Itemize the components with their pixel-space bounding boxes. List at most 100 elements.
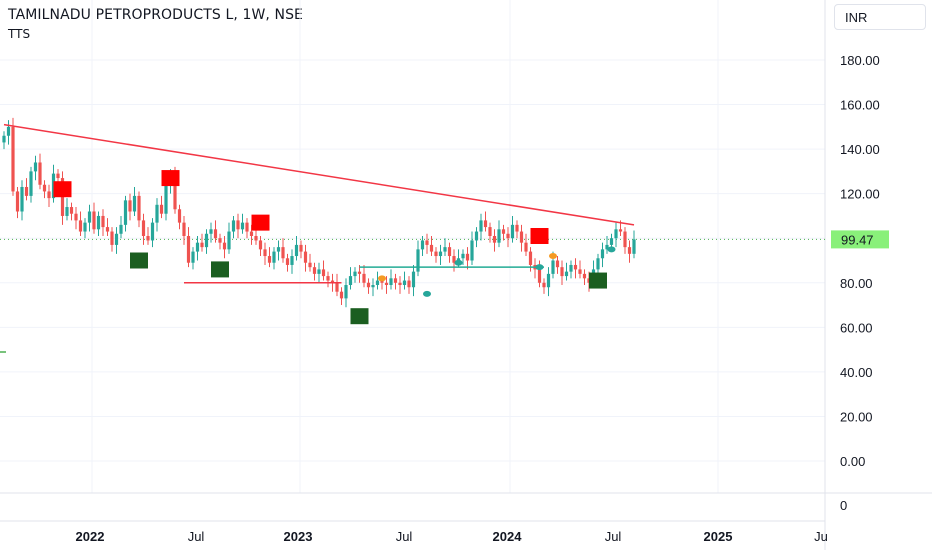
y-tick-label: 20.00: [840, 409, 873, 424]
x-tick-label: 2024: [493, 529, 523, 544]
candle-body: [596, 258, 600, 270]
candle-body: [2, 135, 6, 143]
pivot-dot-marker: [378, 275, 386, 282]
candle-body: [6, 126, 11, 136]
indicator-label[interactable]: TTS: [8, 27, 31, 41]
candle-body: [191, 251, 195, 263]
candle-body: [321, 269, 326, 277]
candle-body: [465, 253, 470, 261]
candle-body: [267, 256, 272, 263]
candle-body: [411, 271, 416, 288]
candle-body: [519, 231, 524, 243]
x-tick-label: Ju: [814, 529, 828, 544]
candle-body: [564, 271, 569, 277]
candle-body: [488, 227, 492, 236]
candle-body: [128, 200, 132, 212]
candle-body: [555, 260, 560, 268]
candle-body: [573, 264, 578, 270]
candle-body: [623, 231, 627, 248]
candle-body: [627, 247, 632, 254]
candle-body: [272, 251, 276, 263]
resistance-trendline[interactable]: [3, 123, 635, 226]
candle-body: [447, 247, 452, 257]
candle-body: [74, 213, 78, 221]
y-tick-label: 40.00: [840, 365, 873, 380]
currency-selector[interactable]: INR: [834, 4, 926, 30]
candle-body: [24, 186, 29, 196]
last-price-label: 99.47: [841, 232, 874, 247]
candle-body: [416, 249, 420, 272]
candle-body: [344, 285, 348, 299]
candle-body: [600, 249, 605, 259]
sell-signal-marker: [530, 227, 549, 244]
candle-body: [339, 291, 344, 299]
pivot-dot-marker: [607, 246, 616, 253]
candle-body: [483, 220, 488, 228]
candle-body: [348, 276, 353, 286]
candle-body: [249, 231, 254, 236]
x-tick-label: Jul: [605, 529, 622, 544]
pivot-dot-marker: [549, 253, 557, 260]
candle-body: [474, 231, 479, 241]
candle-body: [470, 240, 474, 261]
candle-body: [258, 240, 263, 250]
candle-body: [501, 229, 506, 234]
candle-body: [362, 273, 366, 283]
candle-body: [15, 191, 20, 212]
candle-body: [524, 242, 528, 252]
candle-body: [528, 251, 533, 265]
candle-body: [569, 264, 573, 272]
candle-body: [312, 267, 317, 274]
candle-body: [407, 280, 411, 288]
candle-body: [308, 262, 312, 268]
candle-body: [605, 244, 609, 250]
candle-body: [159, 204, 164, 214]
lower-pane-tick-label: 0: [840, 498, 847, 513]
candle-body: [582, 273, 587, 279]
candle-body: [200, 242, 204, 248]
candle-body: [222, 242, 227, 250]
candle-body: [429, 244, 434, 252]
candle-body: [492, 235, 497, 243]
candle-body: [141, 220, 146, 236]
candle-body: [560, 267, 564, 277]
candle-body: [497, 229, 501, 243]
candle-body: [254, 235, 258, 241]
candle-body: [353, 271, 357, 277]
candle-body: [398, 282, 402, 286]
candle-body: [78, 220, 83, 232]
candle-body: [375, 280, 380, 286]
candle-body: [438, 251, 443, 257]
candle-body: [137, 195, 141, 221]
x-tick-label: 2025: [704, 529, 733, 544]
pivot-dot-marker: [535, 264, 544, 271]
candle-body: [578, 269, 582, 274]
x-tick-label: 2023: [284, 529, 313, 544]
candle-body: [110, 231, 114, 245]
candle-body: [240, 222, 245, 230]
buy-signal-marker: [589, 272, 607, 289]
candle-body: [101, 215, 105, 228]
y-tick-label: 80.00: [840, 276, 873, 291]
candle-body: [83, 222, 87, 232]
candle-body: [542, 282, 546, 288]
candle-body: [227, 231, 231, 250]
y-tick-label: 0.00: [840, 454, 865, 469]
candle-body: [443, 247, 447, 252]
candle-body: [92, 211, 96, 230]
candle-body: [276, 247, 281, 252]
candle-body: [105, 227, 110, 232]
candle-body: [330, 280, 335, 283]
y-tick-label: 140.00: [840, 142, 880, 157]
candle-body: [65, 207, 69, 216]
candle-body: [609, 238, 614, 245]
y-tick-label: 180.00: [840, 53, 880, 68]
candle-body: [38, 162, 42, 185]
candle-body: [506, 233, 510, 239]
candle-body: [69, 207, 74, 214]
candle-body: [510, 224, 515, 239]
y-tick-label: 60.00: [840, 320, 873, 335]
candle-body: [209, 229, 213, 234]
pivot-dot-marker: [454, 259, 463, 266]
